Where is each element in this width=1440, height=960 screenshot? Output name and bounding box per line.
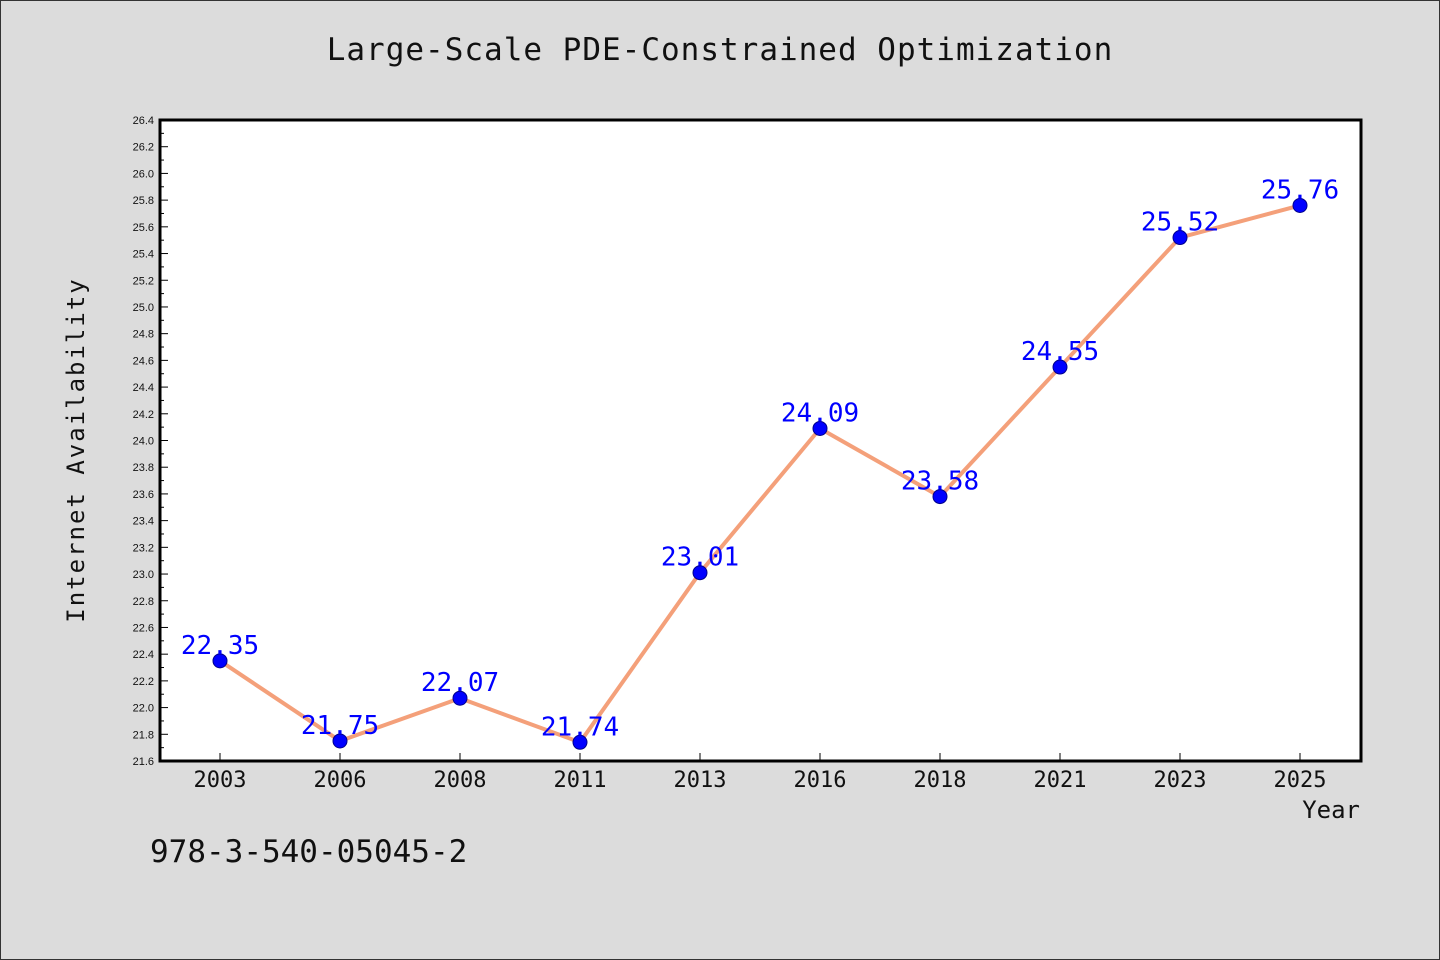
y-tick-label: 22.2 <box>133 676 154 688</box>
y-tick-label: 25.8 <box>133 195 154 207</box>
data-point <box>812 420 828 436</box>
y-tick-label: 21.6 <box>133 756 154 768</box>
data-label: 24.09 <box>781 398 859 428</box>
y-tick-label: 24.4 <box>133 382 154 394</box>
data-point <box>692 565 708 581</box>
x-axis: 2003 2006 2008 2011 2013 2016 2018 2021 2023 2025 <box>194 753 1327 793</box>
data-label: 24.55 <box>1021 337 1099 367</box>
y-tick-label: 24.6 <box>133 355 154 367</box>
y-tick-label: 23.2 <box>133 542 154 554</box>
y-tick-label: 25.0 <box>133 302 154 314</box>
y-axis-label: Internet Availability <box>62 277 90 623</box>
data-label: 23.58 <box>901 467 979 497</box>
y-axis: 21.6 21.8 22.0 22.2 22.4 22.6 22.8 23.0 23.2 23.4… <box>133 115 168 768</box>
chart-title: Large-Scale PDE-Constrained Optimization <box>326 32 1114 68</box>
y-tick-label: 24.2 <box>133 409 154 421</box>
series-polyline <box>218 203 1302 745</box>
x-tick-label: 2013 <box>674 768 727 793</box>
x-tick-label: 2008 <box>434 768 487 793</box>
y-tick-label: 26.4 <box>133 115 154 127</box>
y-tick-label: 22.4 <box>133 649 154 661</box>
y-tick-label: 24.0 <box>133 436 154 448</box>
data-point <box>212 653 228 669</box>
data-point <box>1292 197 1308 213</box>
data-point <box>572 734 588 750</box>
series-line <box>218 203 1302 745</box>
data-label: 22.07 <box>421 668 499 698</box>
y-tick-label: 23.8 <box>133 462 154 474</box>
isbn-annotation: 978-3-540-05045-2 <box>150 834 468 870</box>
data-label: 23.01 <box>661 543 739 573</box>
x-tick-label: 2011 <box>554 768 607 793</box>
plot-area <box>158 118 1363 763</box>
y-tick-label: 22.8 <box>133 596 154 608</box>
y-tick-label: 25.6 <box>133 222 154 234</box>
y-tick-label: 25.2 <box>133 275 154 287</box>
data-point <box>932 489 948 505</box>
data-label: 22.35 <box>181 631 259 661</box>
x-tick-label: 2016 <box>794 768 847 793</box>
y-tick-label: 26.0 <box>133 168 154 180</box>
y-tick-label: 22.0 <box>133 703 154 715</box>
x-tick-label: 2021 <box>1034 768 1087 793</box>
y-tick-label: 23.4 <box>133 516 154 528</box>
data-point <box>1172 230 1188 246</box>
y-tick-label: 22.6 <box>133 622 154 634</box>
data-label: 21.75 <box>301 711 379 741</box>
x-axis-label: Year <box>1302 796 1360 824</box>
x-tick-label: 2003 <box>194 768 247 793</box>
y-tick-label: 25.4 <box>133 249 154 261</box>
y-tick-label: 26.2 <box>133 142 154 154</box>
data-label: 25.52 <box>1141 208 1219 238</box>
y-tick-label: 23.6 <box>133 489 154 501</box>
x-tick-label: 2025 <box>1274 768 1327 793</box>
x-tick-label: 2023 <box>1154 768 1207 793</box>
x-tick-label: 2006 <box>314 768 367 793</box>
data-label: 25.76 <box>1261 175 1339 205</box>
data-point <box>452 690 468 706</box>
data-label: 21.74 <box>541 712 619 742</box>
series-markers <box>212 197 1308 750</box>
y-tick-label: 21.8 <box>133 729 154 741</box>
data-point <box>332 733 348 749</box>
y-tick-label: 24.8 <box>133 329 154 341</box>
data-point <box>1052 359 1068 375</box>
y-tick-label: 23.0 <box>133 569 154 581</box>
data-labels: 22.35 21.75 22.07 21.74 23.01 24.09 23.58 24.55… <box>181 175 1339 742</box>
x-tick-label: 2018 <box>914 768 967 793</box>
